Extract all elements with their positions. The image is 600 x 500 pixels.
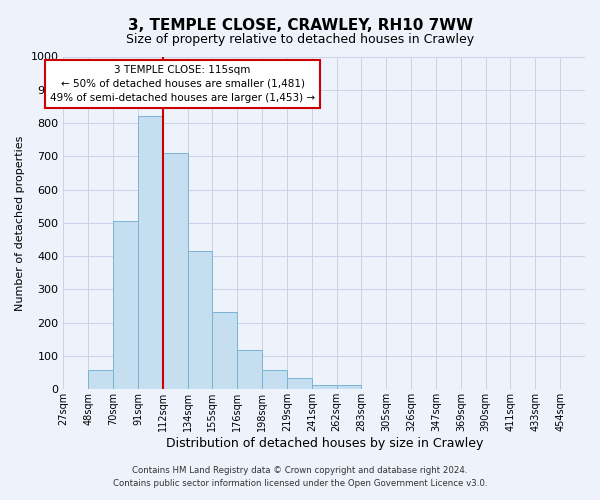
Text: Size of property relative to detached houses in Crawley: Size of property relative to detached ho… xyxy=(126,32,474,46)
Y-axis label: Number of detached properties: Number of detached properties xyxy=(15,135,25,310)
Bar xyxy=(88,370,113,390)
Bar xyxy=(312,386,337,390)
Bar xyxy=(262,370,287,390)
Text: 3, TEMPLE CLOSE, CRAWLEY, RH10 7WW: 3, TEMPLE CLOSE, CRAWLEY, RH10 7WW xyxy=(128,18,473,32)
Text: Contains HM Land Registry data © Crown copyright and database right 2024.
Contai: Contains HM Land Registry data © Crown c… xyxy=(113,466,487,487)
Bar xyxy=(138,116,163,390)
Bar xyxy=(237,350,262,390)
X-axis label: Distribution of detached houses by size in Crawley: Distribution of detached houses by size … xyxy=(166,437,483,450)
Text: 3 TEMPLE CLOSE: 115sqm
← 50% of detached houses are smaller (1,481)
49% of semi-: 3 TEMPLE CLOSE: 115sqm ← 50% of detached… xyxy=(50,65,315,103)
Bar xyxy=(188,251,212,390)
Bar xyxy=(163,153,188,390)
Bar xyxy=(113,221,138,390)
Bar xyxy=(287,378,312,390)
Bar xyxy=(212,312,237,390)
Bar xyxy=(337,386,361,390)
